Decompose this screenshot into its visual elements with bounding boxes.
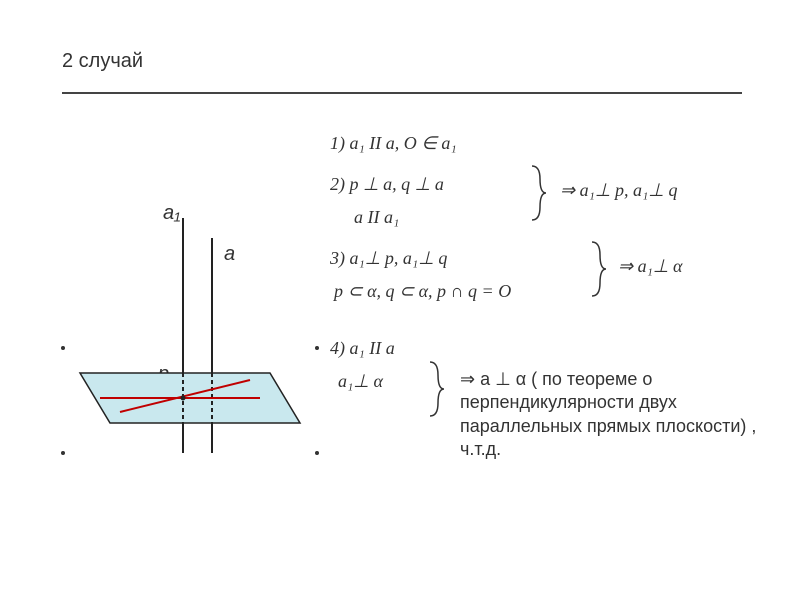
implication-3: ⇒ а₁⊥ α xyxy=(618,256,682,277)
geometry-diagram xyxy=(60,198,320,458)
step-4-line1: 4) а₁ II а xyxy=(330,338,395,358)
bracket-step3 xyxy=(590,240,608,298)
step-3-line2: р ⊂ α, q ⊂ α, р ∩ q = О xyxy=(334,278,770,305)
bracket-step4 xyxy=(428,360,446,418)
dot-left xyxy=(61,346,65,350)
dot-bl xyxy=(61,451,65,455)
step-2-line2: а II а₁ xyxy=(354,204,770,231)
point-O xyxy=(181,396,186,401)
slide-title: 2 случай xyxy=(62,50,143,73)
conclusion: ⇒ а ⊥ α ( по теореме о перпендикулярност… xyxy=(460,368,760,462)
step-1: 1) а₁ II а, О ∈ а₁ xyxy=(330,130,770,157)
step-2: 2) р ⊥ а, q ⊥ а а II а₁ xyxy=(330,171,770,231)
step-3-line1: 3) а₁⊥ р, а₁⊥ q xyxy=(330,248,447,268)
implication-2: ⇒ а₁⊥ р, а₁⊥ q xyxy=(560,180,677,201)
horizontal-rule xyxy=(62,92,742,94)
step-2-line1: 2) р ⊥ а, q ⊥ а xyxy=(330,174,444,194)
dot-br xyxy=(315,451,319,455)
dot-right xyxy=(315,346,319,350)
step-3: 3) а₁⊥ р, а₁⊥ q р ⊂ α, q ⊂ α, р ∩ q = О xyxy=(330,245,770,305)
bracket-step2 xyxy=(530,164,548,222)
